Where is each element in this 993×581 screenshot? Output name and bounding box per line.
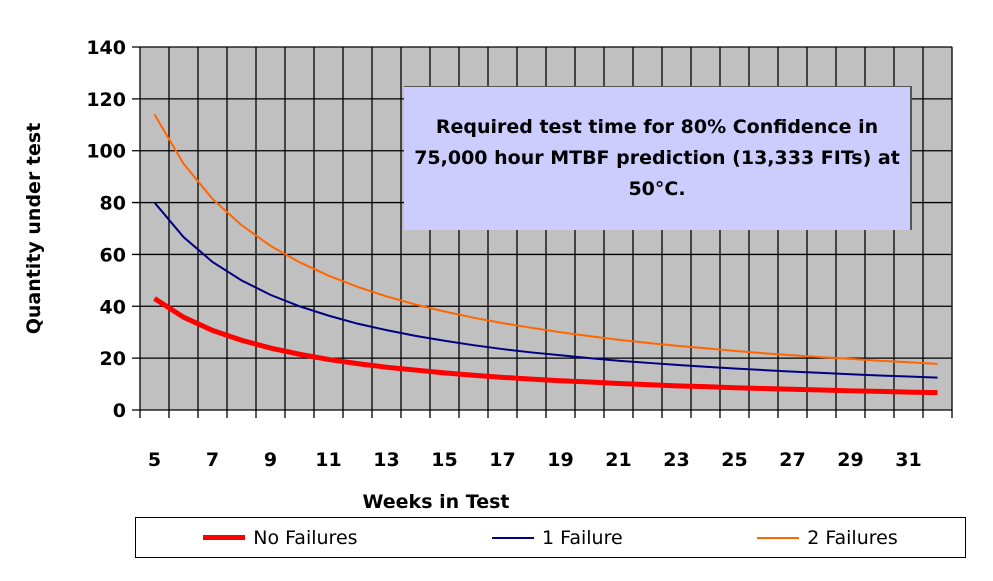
- x-tick-label: 17: [489, 449, 515, 471]
- y-tick-label: 20: [100, 348, 126, 370]
- annotation-box: Required test time for 80% Confidence in…: [404, 86, 912, 230]
- x-tick-label: 5: [148, 449, 161, 471]
- legend: No Failures 1 Failure 2 Failures: [135, 517, 966, 558]
- legend-swatch: [492, 536, 535, 539]
- x-tick-label: 21: [605, 449, 631, 471]
- legend-swatch: [757, 536, 800, 539]
- legend-item: 1 Failure: [492, 527, 623, 549]
- y-tick-label: 40: [100, 296, 126, 318]
- legend-label: 2 Failures: [807, 526, 898, 549]
- annotation-text: Required test time for 80% Confidence in…: [414, 116, 900, 200]
- y-tick-label: 0: [113, 400, 126, 422]
- x-tick-label: 7: [206, 449, 219, 471]
- series-line-2-failures: [153, 113, 938, 365]
- y-tick-label: 100: [86, 141, 126, 163]
- y-tick-label: 140: [86, 37, 126, 59]
- series-line-1-failure: [153, 201, 938, 379]
- x-tick-label: 29: [837, 449, 863, 471]
- x-tick-label: 31: [895, 449, 921, 471]
- legend-label: No Failures: [253, 526, 358, 549]
- x-tick-label: 25: [721, 449, 747, 471]
- x-axis-label: Weeks in Test: [363, 491, 510, 513]
- y-tick-label: 80: [100, 193, 126, 215]
- x-tick-label: 9: [264, 449, 277, 471]
- legend-label: 1 Failure: [542, 526, 623, 549]
- x-tick-label: 11: [315, 449, 341, 471]
- y-tick-label: 120: [86, 89, 126, 111]
- x-tick-label: 23: [663, 449, 689, 471]
- legend-item: 2 Failures: [757, 527, 898, 549]
- x-tick-label: 13: [373, 449, 399, 471]
- legend-swatch: [203, 535, 246, 540]
- legend-item: No Failures: [203, 526, 358, 549]
- y-axis-label: Quantity under test: [23, 123, 45, 335]
- x-tick-label: 27: [779, 449, 805, 471]
- series-line-no-failures: [153, 296, 938, 396]
- x-tick-label: 19: [547, 449, 573, 471]
- y-tick-label: 60: [100, 244, 126, 266]
- x-tick-label: 15: [431, 449, 457, 471]
